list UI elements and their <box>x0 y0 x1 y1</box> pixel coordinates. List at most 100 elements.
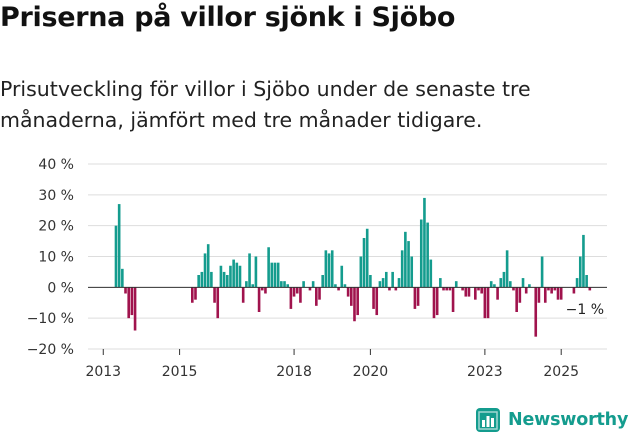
bar <box>543 287 547 303</box>
bar <box>213 287 216 303</box>
x-tick-label: 2023 <box>467 364 503 380</box>
bar <box>400 250 404 288</box>
bar <box>505 250 509 288</box>
y-tick-label: 0 % <box>47 280 74 296</box>
bar <box>232 259 235 288</box>
bar <box>318 287 321 300</box>
bar <box>340 265 344 288</box>
bar <box>451 287 455 312</box>
brand[interactable]: Newsworthy <box>476 408 628 432</box>
bar <box>200 271 204 288</box>
bar <box>547 287 550 291</box>
bar <box>578 256 582 288</box>
bar <box>276 262 280 288</box>
bar <box>299 287 302 303</box>
bar <box>343 284 347 288</box>
bar <box>394 287 398 291</box>
bar <box>356 287 359 316</box>
bar <box>222 271 226 288</box>
bar <box>381 278 385 288</box>
bar <box>283 281 286 288</box>
bar <box>359 256 363 288</box>
bar <box>442 287 445 291</box>
bars-layer <box>114 197 592 337</box>
bar <box>350 287 353 306</box>
bar <box>448 287 452 291</box>
bar <box>114 225 118 288</box>
bar <box>206 244 210 288</box>
bar <box>238 265 242 288</box>
bar <box>556 287 560 300</box>
bar <box>582 234 585 288</box>
bar <box>365 228 369 288</box>
bar <box>235 262 239 288</box>
labels-layer: 40 % 30 % 20 % 10 % 0 % −10 % −20 % 2013 2015 201… <box>27 157 604 380</box>
bar <box>391 271 394 288</box>
bar <box>493 284 496 288</box>
bar <box>464 287 468 297</box>
bar <box>553 287 557 291</box>
bar <box>280 281 283 288</box>
bar <box>489 281 493 288</box>
bar <box>286 284 290 288</box>
bar <box>524 287 528 294</box>
bar <box>474 287 477 300</box>
bar <box>512 287 515 291</box>
bar <box>575 278 579 288</box>
bar <box>588 287 592 291</box>
bar <box>216 287 220 319</box>
bar <box>432 287 436 319</box>
bar <box>477 287 480 291</box>
y-tick-label: −10 % <box>27 311 74 327</box>
bar <box>121 268 124 288</box>
bar <box>467 287 471 297</box>
bar <box>225 275 229 288</box>
bar <box>572 287 576 294</box>
bar <box>559 287 563 300</box>
bar <box>353 287 356 322</box>
bar <box>410 256 414 288</box>
bar <box>378 281 382 288</box>
bar <box>315 287 318 306</box>
bar <box>429 259 433 288</box>
bar <box>499 278 503 288</box>
bar <box>369 275 372 288</box>
bar <box>518 287 522 303</box>
bar <box>426 222 429 288</box>
bar <box>194 287 197 300</box>
bar <box>127 287 131 319</box>
bar <box>191 287 194 303</box>
bar <box>534 287 538 337</box>
bar <box>416 287 420 306</box>
grid-layer <box>88 163 607 350</box>
bar <box>133 287 137 331</box>
bar <box>334 284 337 288</box>
bar <box>292 287 296 297</box>
bar <box>251 284 255 288</box>
bar <box>423 197 426 288</box>
bar <box>321 275 324 288</box>
bar <box>397 278 401 288</box>
bar <box>362 238 366 288</box>
bar <box>254 256 258 288</box>
bar <box>372 287 375 309</box>
bar <box>337 287 340 291</box>
bar <box>407 241 410 288</box>
bar <box>388 287 391 291</box>
bar <box>480 287 483 294</box>
bar <box>483 287 487 319</box>
bar <box>435 287 439 316</box>
bar <box>375 287 379 316</box>
bar <box>203 253 207 288</box>
bar <box>454 281 458 288</box>
bar <box>502 271 506 288</box>
x-tick-label: 2020 <box>353 364 389 380</box>
y-tick-label: 40 % <box>38 157 74 173</box>
chart-subtitle: Prisutveckling för villor i Sjöbo under … <box>0 77 531 132</box>
bar <box>308 287 312 291</box>
bar <box>528 284 531 288</box>
bar <box>117 204 121 288</box>
y-tick-label: 20 % <box>38 219 74 235</box>
bar <box>324 250 328 288</box>
bar <box>267 247 270 288</box>
